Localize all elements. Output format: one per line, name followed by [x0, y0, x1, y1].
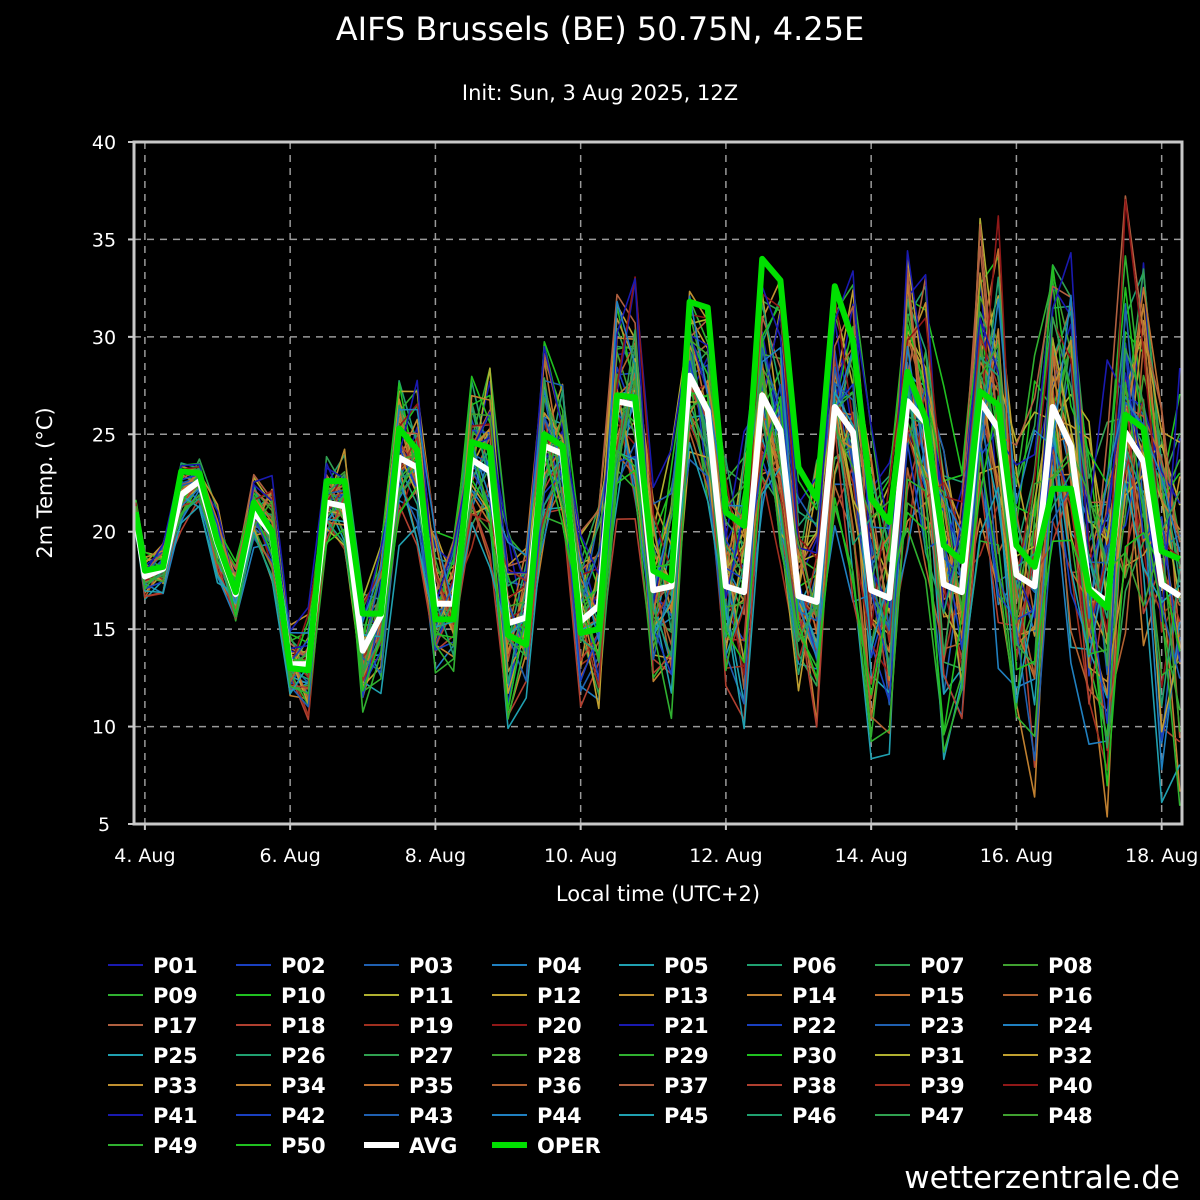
legend-label-p40: P40	[1048, 1074, 1093, 1098]
x-tick-label: 6. Aug	[260, 845, 321, 867]
legend-label-p08: P08	[1048, 954, 1093, 978]
x-axis-label: Local time (UTC+2)	[556, 882, 760, 906]
y-tick-label: 40	[92, 132, 116, 154]
legend: P01 P02 P03 P04 P05 P06 P07 P08 P09 P10 P11 P12 P13 P…	[108, 954, 1093, 1158]
main-series	[132, 255, 1182, 674]
y-tick-label: 25	[92, 424, 116, 446]
legend-label-p30: P30	[792, 1044, 837, 1068]
series-line-p43	[135, 347, 1181, 762]
legend-label-p01: P01	[153, 954, 198, 978]
chart-subtitle: Init: Sun, 3 Aug 2025, 12Z	[462, 81, 738, 105]
legend-label-p42: P42	[281, 1104, 326, 1128]
legend-label-p21: P21	[664, 1014, 709, 1038]
legend-label-p13: P13	[664, 984, 709, 1008]
series-line-p40	[135, 198, 1181, 669]
legend-label-p28: P28	[537, 1044, 582, 1068]
credit-text: wetterzentrale.de	[904, 1160, 1180, 1196]
x-tick-label: 16. Aug	[980, 845, 1053, 867]
legend-label-p02: P02	[281, 954, 326, 978]
legend-label-p18: P18	[281, 1014, 326, 1038]
series-line-p29	[135, 373, 1181, 738]
legend-label-p14: P14	[792, 984, 837, 1008]
legend-label-p47: P47	[920, 1104, 965, 1128]
chart-title: AIFS Brussels (BE) 50.75N, 4.25E	[336, 10, 864, 48]
legend-label-p22: P22	[792, 1014, 837, 1038]
legend-label-p46: P46	[792, 1104, 837, 1128]
legend-label-avg: AVG	[409, 1134, 457, 1158]
legend-label-p36: P36	[537, 1074, 582, 1098]
legend-label-p38: P38	[792, 1074, 837, 1098]
x-tick-label: 18. Aug	[1125, 845, 1198, 867]
plot-frame	[132, 140, 1184, 826]
legend-label-p11: P11	[409, 984, 454, 1008]
axis-ticks: 5 10 15 20 25 30 35 40 4. Aug 6. Aug 8. Aug 10. Aug…	[92, 132, 1198, 867]
legend-label-p33: P33	[153, 1074, 198, 1098]
x-tick-label: 12. Aug	[689, 845, 762, 867]
legend-label-p48: P48	[1048, 1104, 1093, 1128]
legend-label-p06: P06	[792, 954, 837, 978]
legend-label-p23: P23	[920, 1014, 965, 1038]
y-tick-label: 20	[92, 522, 116, 544]
legend-label-p43: P43	[409, 1104, 454, 1128]
y-tick-label: 15	[92, 619, 116, 641]
legend-label-p27: P27	[409, 1044, 454, 1068]
legend-label-p41: P41	[153, 1104, 198, 1128]
legend-label-p26: P26	[281, 1044, 326, 1068]
legend-label-p34: P34	[281, 1074, 326, 1098]
legend-label-p04: P04	[537, 954, 582, 978]
legend-label-p17: P17	[153, 1014, 198, 1038]
y-tick-label: 5	[98, 814, 110, 836]
y-tick-label: 30	[92, 327, 116, 349]
ensemble-members	[135, 195, 1181, 818]
legend-label-p05: P05	[664, 954, 709, 978]
x-tick-label: 10. Aug	[544, 845, 617, 867]
series-line-oper	[132, 255, 1181, 674]
legend-label-oper: OPER	[537, 1134, 601, 1158]
legend-label-p45: P45	[664, 1104, 709, 1128]
x-tick-label: 14. Aug	[834, 845, 907, 867]
legend-label-p07: P07	[920, 954, 965, 978]
legend-label-p10: P10	[281, 984, 326, 1008]
legend-label-p03: P03	[409, 954, 454, 978]
legend-label-p49: P49	[153, 1134, 198, 1158]
x-tick-label: 4. Aug	[114, 845, 175, 867]
legend-label-p09: P09	[153, 984, 198, 1008]
x-tick-label: 8. Aug	[405, 845, 466, 867]
y-axis-label: 2m Temp. (°C)	[33, 407, 57, 558]
legend-label-p44: P44	[537, 1104, 582, 1128]
legend-label-p12: P12	[537, 984, 582, 1008]
legend-label-p37: P37	[664, 1074, 709, 1098]
grid	[134, 142, 1182, 824]
legend-label-p25: P25	[153, 1044, 198, 1068]
series-line-p49	[135, 372, 1181, 806]
legend-label-p24: P24	[1048, 1014, 1093, 1038]
y-tick-label: 35	[92, 229, 116, 251]
legend-label-p20: P20	[537, 1014, 582, 1038]
legend-label-p32: P32	[1048, 1044, 1093, 1068]
series-line-avg	[132, 372, 1182, 668]
legend-label-p16: P16	[1048, 984, 1093, 1008]
legend-label-p31: P31	[920, 1044, 965, 1068]
y-tick-label: 10	[92, 717, 116, 739]
legend-label-p39: P39	[920, 1074, 965, 1098]
legend-label-p19: P19	[409, 1014, 454, 1038]
legend-label-p29: P29	[664, 1044, 709, 1068]
legend-label-p35: P35	[409, 1074, 454, 1098]
legend-label-p50: P50	[281, 1134, 326, 1158]
series-line-p45	[135, 388, 1181, 761]
legend-label-p15: P15	[920, 984, 965, 1008]
